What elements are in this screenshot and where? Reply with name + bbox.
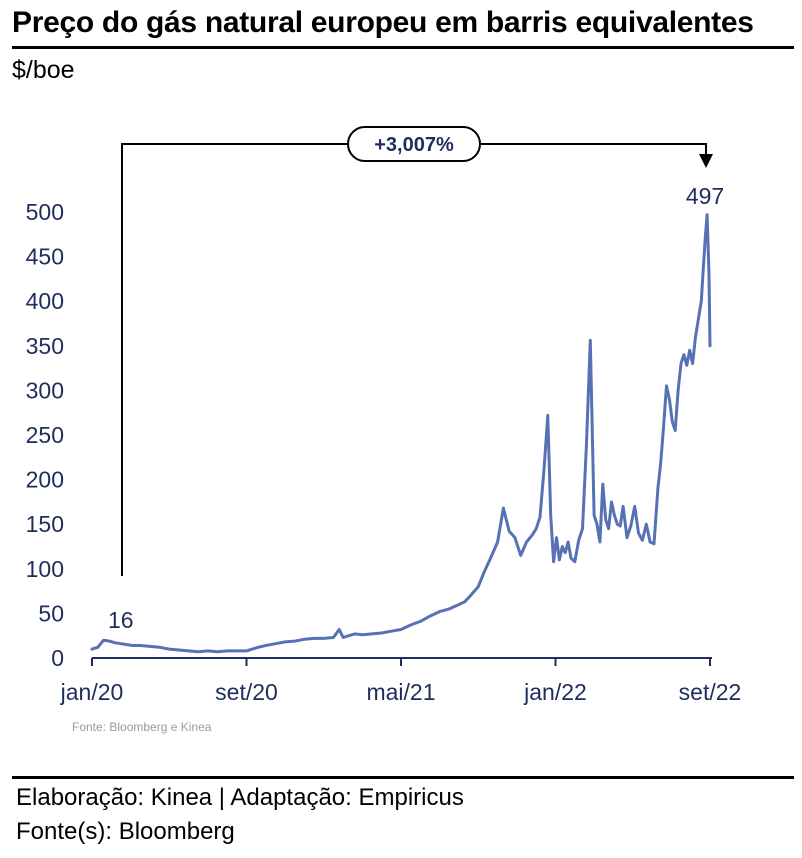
x-tick-label: jan/22 <box>523 679 587 705</box>
y-tick-label: 100 <box>26 556 64 582</box>
annotation-bracket <box>121 143 707 576</box>
start-value-label: 16 <box>108 607 134 633</box>
y-tick-label: 200 <box>26 467 64 493</box>
chart-title: Preço do gás natural europeu em barris e… <box>12 6 754 39</box>
y-tick-label: 500 <box>26 199 64 225</box>
end-value-label: 497 <box>686 183 724 209</box>
y-tick-label: 450 <box>26 244 64 270</box>
footer-divider <box>12 776 794 779</box>
change-badge-text: +3,007% <box>374 134 454 156</box>
series-line <box>90 213 712 654</box>
x-tick-label: set/22 <box>679 679 742 705</box>
x-tick-label: set/20 <box>215 679 278 705</box>
arrow-down-icon <box>699 154 713 168</box>
y-tick-label: 300 <box>26 377 64 403</box>
change-badge <box>347 126 481 162</box>
x-tick-label: jan/20 <box>60 679 124 705</box>
footer-source: Fonte(s): Bloomberg <box>16 818 235 845</box>
x-axis: jan/20 set/20 mai/21 jan/22 set/22 <box>60 657 742 705</box>
y-axis: 0 50 100 150 200 250 300 350 400 450 500 <box>26 199 64 671</box>
title-divider <box>12 46 794 49</box>
unit-label: $/boe <box>12 56 75 84</box>
chart-source-note: Fonte: Bloomberg e Kinea <box>72 720 212 734</box>
y-tick-label: 50 <box>38 600 64 626</box>
y-tick-label: 250 <box>26 422 64 448</box>
change-annotation: +3,007% <box>121 126 713 576</box>
y-tick-label: 150 <box>26 511 64 537</box>
x-tick-label: mai/21 <box>366 679 435 705</box>
y-tick-label: 400 <box>26 288 64 314</box>
line-chart: 0 50 100 150 200 250 300 350 400 450 500 jan/20 set… <box>26 126 742 705</box>
y-tick-label: 350 <box>26 333 64 359</box>
y-tick-label: 0 <box>51 645 64 671</box>
footer-credit: Elaboração: Kinea | Adaptação: Empiricus <box>16 784 464 811</box>
